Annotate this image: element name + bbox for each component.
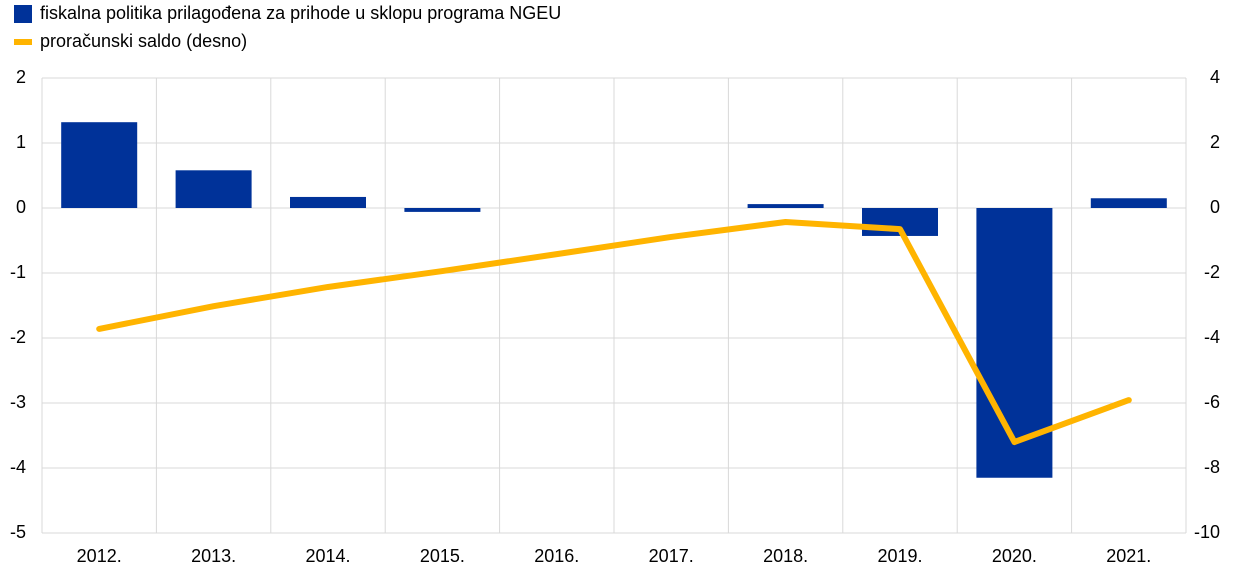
x-tick-label: 2014. — [305, 546, 350, 566]
y-tick-label: -4 — [10, 457, 26, 477]
x-tick-label: 2020. — [992, 546, 1037, 566]
x-tick-label: 2015. — [420, 546, 465, 566]
y-tick-label: 2 — [16, 67, 26, 87]
y2-tick-label: -4 — [1204, 327, 1220, 347]
legend-swatch — [14, 39, 32, 45]
x-tick-label: 2021. — [1106, 546, 1151, 566]
y-tick-label: -2 — [10, 327, 26, 347]
y-tick-label: -5 — [10, 522, 26, 542]
y-tick-label: 1 — [16, 132, 26, 152]
bar — [61, 122, 138, 208]
y2-tick-label: 4 — [1210, 67, 1220, 87]
bar — [175, 170, 252, 208]
y2-tick-label: -10 — [1194, 522, 1220, 542]
x-tick-label: 2017. — [649, 546, 694, 566]
line — [96, 218, 1132, 445]
x-tick-label: 2019. — [877, 546, 922, 566]
y-tick-label: -1 — [10, 262, 26, 282]
legend-swatch — [14, 5, 32, 23]
bar — [1090, 198, 1167, 208]
bar — [747, 204, 824, 208]
x-tick-label: 2012. — [77, 546, 122, 566]
y2-tick-label: -6 — [1204, 392, 1220, 412]
y-tick-label: -3 — [10, 392, 26, 412]
x-tick-label: 2013. — [191, 546, 236, 566]
y-tick-label: 0 — [16, 197, 26, 217]
x-tick-label: 2018. — [763, 546, 808, 566]
y2-tick-label: -8 — [1204, 457, 1220, 477]
y2-tick-label: 0 — [1210, 197, 1220, 217]
x-tick-label: 2016. — [534, 546, 579, 566]
y2-tick-label: 2 — [1210, 132, 1220, 152]
bar — [290, 196, 366, 208]
legend-label: fiskalna politika prilagođena za prihode… — [40, 3, 561, 23]
bar — [404, 208, 481, 212]
legend-label: proračunski saldo (desno) — [40, 31, 247, 51]
y2-tick-label: -2 — [1204, 262, 1220, 282]
